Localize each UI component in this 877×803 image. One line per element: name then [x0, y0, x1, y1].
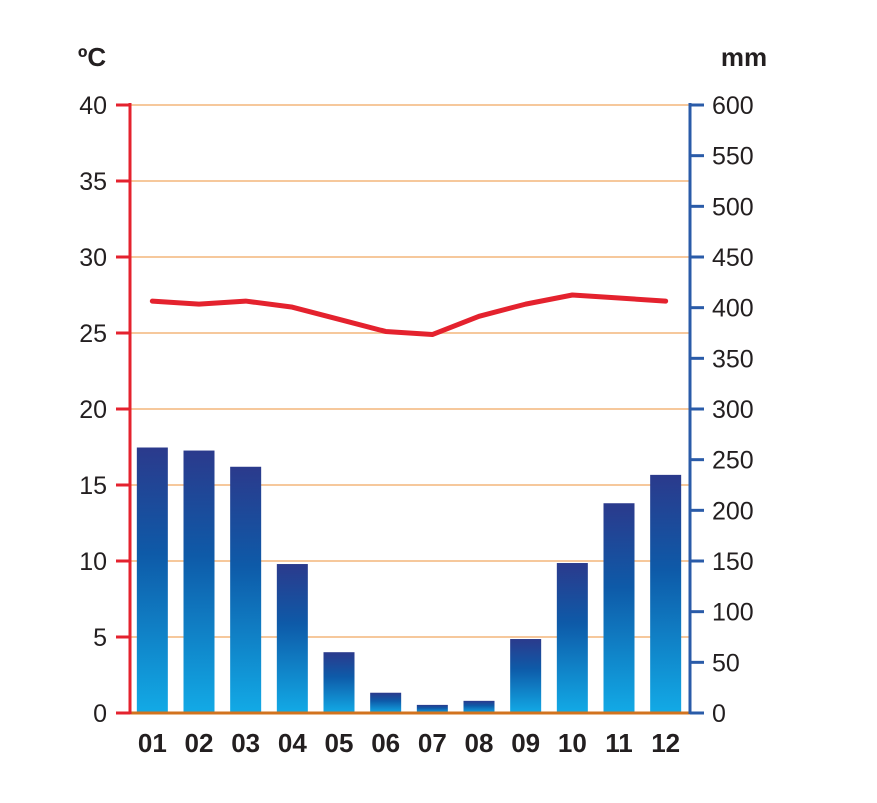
month-label-08: 08	[465, 728, 494, 758]
left-axis-tick-label: 5	[93, 624, 107, 652]
labels: 0510152025303540050100150200250300350400…	[78, 42, 767, 758]
right-axis-tick-label: 300	[712, 396, 754, 424]
month-label-06: 06	[371, 728, 400, 758]
precipitation-bar-01	[136, 447, 168, 713]
right-axis-tick-label: 400	[712, 295, 754, 323]
right-axis-tick-label: 450	[712, 244, 754, 272]
precipitation-bar-02	[183, 450, 215, 713]
precipitation-bar-11	[603, 503, 635, 713]
right-axis-tick-label: 600	[712, 92, 754, 120]
precipitation-bar-06	[370, 692, 402, 713]
right-axis-tick-label: 350	[712, 345, 754, 373]
right-axis-tick-label: 200	[712, 497, 754, 525]
month-label-04: 04	[278, 728, 307, 758]
precipitation-bars	[136, 447, 682, 713]
month-label-12: 12	[651, 728, 680, 758]
precipitation-bar-07	[416, 704, 448, 713]
month-label-11: 11	[605, 728, 633, 758]
right-axis-tick-label: 50	[712, 649, 740, 677]
temperature-line	[149, 292, 669, 338]
left-axis-tick-label: 35	[79, 168, 107, 196]
precipitation-bar-10	[556, 563, 588, 713]
left-axis-tick-label: 25	[79, 320, 107, 348]
precipitation-bar-12	[650, 474, 682, 713]
precipitation-bar-04	[276, 564, 308, 713]
right-axis-unit: mm	[721, 42, 767, 72]
month-label-03: 03	[231, 728, 260, 758]
precipitation-bar-03	[230, 466, 262, 713]
right-axis-tick-label: 550	[712, 143, 754, 171]
month-label-02: 02	[185, 728, 214, 758]
temperature-line-layer	[149, 292, 669, 338]
precipitation-bar-08	[463, 700, 495, 713]
month-label-09: 09	[511, 728, 540, 758]
left-axis-tick-label: 40	[79, 92, 107, 120]
month-label-01: 01	[138, 728, 167, 758]
right-axis-tick-label: 500	[712, 193, 754, 221]
left-axis-tick-label: 10	[79, 548, 107, 576]
precipitation-bar-09	[510, 639, 542, 713]
month-label-07: 07	[418, 728, 447, 758]
axes	[116, 103, 704, 715]
right-axis-tick-label: 250	[712, 447, 754, 475]
month-label-10: 10	[558, 728, 587, 758]
left-axis-tick-label: 30	[79, 244, 107, 272]
left-axis-tick-label: 15	[79, 472, 107, 500]
month-label-05: 05	[325, 728, 354, 758]
right-axis-tick-label: 150	[712, 548, 754, 576]
precipitation-bar-05	[323, 652, 355, 713]
right-axis-tick-label: 0	[712, 700, 726, 728]
left-axis-tick-label: 20	[79, 396, 107, 424]
right-axis-tick-label: 100	[712, 599, 754, 627]
left-axis-unit: ºC	[78, 42, 106, 72]
left-axis-tick-label: 0	[93, 700, 107, 728]
